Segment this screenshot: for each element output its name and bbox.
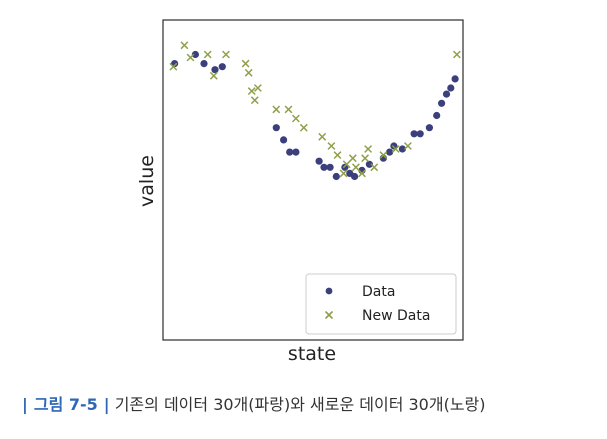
new-data-point (370, 163, 379, 172)
new-data-point (361, 154, 370, 163)
data-point (200, 60, 208, 68)
new-data-point (169, 62, 178, 71)
data-point (332, 172, 340, 181)
new-data-point (358, 169, 366, 178)
new-data-point (272, 105, 281, 114)
data-point (218, 63, 226, 71)
new-data-point (299, 123, 308, 132)
new-data-point (186, 53, 195, 62)
scatter-chart: value state Data New Data (136, 19, 464, 365)
new-data-point (222, 50, 230, 59)
data-point (280, 136, 288, 144)
data-point (272, 124, 280, 132)
caption-figure-number: 그림 7-5 (33, 395, 98, 414)
new-data-point (203, 50, 212, 59)
caption-bar-left: | (22, 395, 28, 414)
data-point (438, 99, 446, 107)
new-data-point (379, 151, 388, 160)
data-point (442, 90, 451, 98)
legend-data-marker (325, 287, 333, 295)
legend: Data New Data (305, 273, 457, 335)
new-data-point (284, 105, 293, 114)
data-point (390, 142, 398, 150)
new-data-point (241, 59, 250, 68)
data-point (292, 148, 300, 156)
data-point (191, 50, 199, 59)
data-point (386, 148, 394, 156)
data-point (451, 75, 459, 83)
new-data-point (180, 41, 189, 50)
new-data-point (452, 50, 461, 59)
data-point (320, 163, 328, 171)
new-data-point (327, 142, 336, 150)
data-point (410, 130, 418, 138)
new-data-point (339, 169, 348, 178)
x-axis-label: state (288, 343, 336, 365)
data-point (425, 124, 433, 132)
new-data-point (364, 145, 373, 153)
data-point (447, 84, 455, 92)
caption-text: 기존의 데이터 30개(파랑)와 새로운 데이터 30개(노랑) (114, 395, 486, 414)
new-data-point (318, 132, 327, 141)
new-data-point (209, 71, 218, 80)
new-data-point (342, 160, 351, 169)
new-data-point (333, 151, 342, 160)
data-point (211, 66, 219, 74)
figure-caption: | 그림 7-5 | 기존의 데이터 30개(파랑)와 새로운 데이터 30개(노랑… (22, 391, 486, 415)
caption-bar-right: | (103, 395, 110, 414)
new-data-point (403, 142, 412, 150)
data-point (416, 130, 424, 138)
legend-new-data-marker (324, 310, 334, 320)
legend-data-label: Data (362, 284, 395, 300)
legend-box (305, 273, 457, 335)
new-data-point (351, 163, 360, 172)
data-point (326, 163, 334, 171)
data-point (315, 157, 323, 165)
data-point (341, 163, 349, 171)
new-data-point (348, 154, 357, 163)
data-point (433, 111, 441, 120)
data-marks (169, 41, 461, 181)
y-axis-label: value (136, 155, 158, 207)
data-point (398, 145, 406, 153)
legend-new-data-label: New Data (362, 308, 430, 324)
data-point (365, 160, 373, 168)
new-data-point (250, 96, 259, 105)
data-point (286, 148, 294, 156)
new-data-point (391, 145, 400, 153)
new-data-point (247, 87, 256, 96)
new-data-point (253, 84, 262, 92)
new-data-point (244, 68, 253, 77)
data-point (351, 172, 359, 181)
new-data-point (291, 114, 300, 123)
